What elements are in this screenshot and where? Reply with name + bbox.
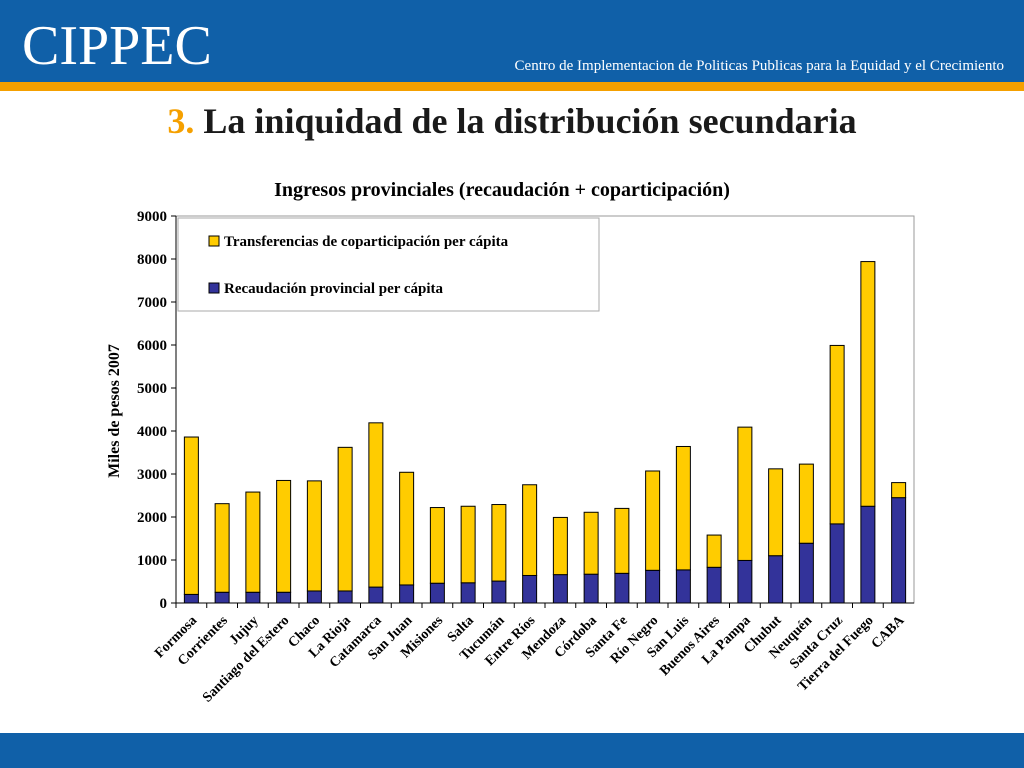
bar-transferencias	[399, 471, 415, 586]
legend-swatch	[208, 235, 220, 247]
bar-recaudacion	[706, 566, 722, 604]
y-tick-label: 4000	[137, 424, 167, 440]
bar-recaudacion	[183, 593, 199, 604]
header-tagline: Centro de Implementacion de Politicas Pu…	[514, 58, 1004, 74]
stacked-bar-chart: Ingresos provinciales (recaudación + cop…	[106, 179, 915, 706]
bar-recaudacion	[891, 497, 907, 604]
y-tick-label: 5000	[137, 381, 167, 397]
bar-recaudacion	[737, 559, 753, 604]
bar-recaudacion	[552, 574, 568, 604]
bar-transferencias	[891, 482, 907, 499]
bar-recaudacion	[522, 574, 538, 604]
slide-title: 3. La iniquidad de la distribución secun…	[0, 100, 1024, 142]
chart-legend: Transferencias de coparticipación per cá…	[177, 217, 600, 312]
header-bar: CIPPEC Centro de Implementacion de Polit…	[0, 0, 1024, 82]
bar-transferencias	[214, 503, 230, 593]
bar-transferencias	[460, 505, 476, 584]
bar-recaudacion	[399, 584, 415, 604]
bar-transferencias	[276, 479, 292, 593]
bar-recaudacion	[337, 590, 353, 604]
bar-transferencias	[737, 426, 753, 561]
bar-transferencias	[368, 422, 384, 588]
legend-entry: Transferencias de coparticipación per cá…	[224, 234, 509, 250]
bar-recaudacion	[276, 591, 292, 604]
bar-transferencias	[583, 511, 599, 575]
bar-recaudacion	[306, 590, 322, 604]
legend-entry: Recaudación provincial per cápita	[224, 281, 444, 297]
bar-transferencias	[645, 470, 661, 571]
slide-title-text: La iniquidad de la distribución secundar…	[203, 101, 857, 141]
bar-transferencias	[829, 344, 845, 525]
bar-recaudacion	[798, 542, 814, 604]
bar-transferencias	[614, 507, 630, 574]
bar-transferencias	[183, 436, 199, 595]
y-tick-label: 8000	[137, 252, 167, 268]
y-tick-label: 2000	[137, 510, 167, 526]
cippec-logo: CIPPEC	[22, 15, 212, 77]
bar-transferencias	[337, 446, 353, 592]
bar-recaudacion	[368, 586, 384, 604]
bar-recaudacion	[429, 582, 445, 604]
legend-swatch	[208, 282, 220, 294]
bar-recaudacion	[214, 591, 230, 604]
bar-recaudacion	[614, 572, 630, 604]
bar-transferencias	[306, 480, 322, 592]
bar-transferencias	[491, 504, 507, 582]
y-tick-label: 0	[160, 596, 168, 612]
bar-transferencias	[706, 534, 722, 568]
bar-transferencias	[798, 463, 814, 544]
accent-stripe	[0, 82, 1024, 91]
y-tick-label: 3000	[137, 467, 167, 483]
y-tick-label: 1000	[137, 553, 167, 569]
bar-transferencias	[522, 484, 538, 576]
bar-transferencias	[552, 516, 568, 576]
bar-recaudacion	[675, 569, 691, 604]
x-tick-label: CABA	[869, 613, 908, 652]
bar-transferencias	[860, 261, 876, 507]
y-axis-label: Miles de pesos 2007	[106, 344, 123, 478]
footer-bar	[0, 733, 1024, 768]
y-tick-label: 7000	[137, 295, 167, 311]
bar-recaudacion	[860, 505, 876, 604]
bar-recaudacion	[245, 591, 261, 604]
bar-transferencias	[245, 491, 261, 593]
legend-box	[177, 217, 600, 312]
bar-transferencias	[768, 468, 784, 557]
bar-recaudacion	[768, 555, 784, 604]
slide-number: 3.	[167, 101, 195, 141]
bar-recaudacion	[460, 582, 476, 604]
chart-title: Ingresos provinciales (recaudación + cop…	[274, 179, 730, 201]
y-tick-label: 6000	[137, 338, 167, 354]
y-tick-label: 9000	[137, 209, 167, 225]
bar-recaudacion	[829, 523, 845, 604]
bar-recaudacion	[491, 580, 507, 604]
bar-recaudacion	[583, 573, 599, 604]
bar-transferencias	[675, 445, 691, 571]
bar-transferencias	[429, 507, 445, 584]
bar-recaudacion	[645, 569, 661, 604]
